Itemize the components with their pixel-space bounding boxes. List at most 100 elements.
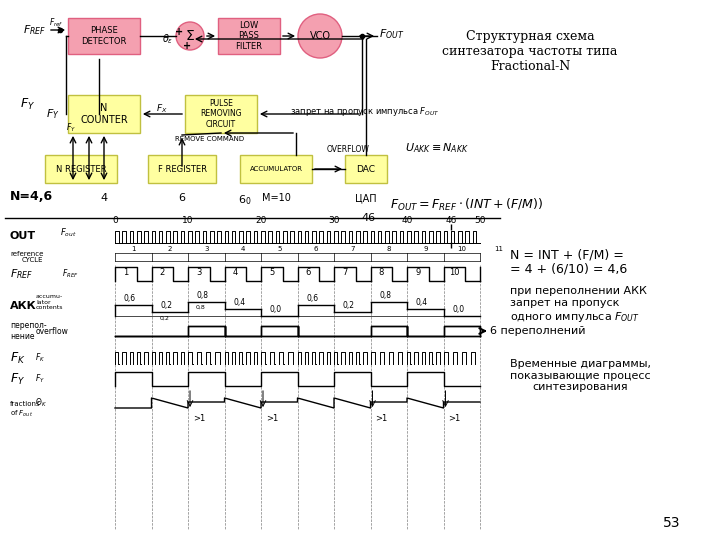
Text: 50: 50	[474, 216, 486, 225]
Text: 7: 7	[350, 246, 354, 252]
Text: перепол-
нение: перепол- нение	[10, 321, 47, 341]
Text: >1: >1	[193, 414, 205, 423]
Text: $F_X$: $F_X$	[156, 103, 168, 115]
Text: ACCUMULATOR: ACCUMULATOR	[250, 166, 302, 172]
Text: 9: 9	[423, 246, 428, 252]
Text: 0,4: 0,4	[415, 298, 428, 307]
Text: $U_{AKK} \equiv N_{AKK}$: $U_{AKK} \equiv N_{AKK}$	[405, 141, 469, 155]
Text: 46: 46	[445, 216, 456, 225]
Text: +: +	[175, 27, 183, 37]
Text: 0: 0	[112, 216, 118, 225]
Text: 0,8: 0,8	[197, 291, 209, 300]
Text: 0,2: 0,2	[160, 301, 172, 310]
Text: 0,2: 0,2	[159, 315, 169, 320]
FancyBboxPatch shape	[218, 18, 280, 54]
Text: 9: 9	[415, 268, 420, 277]
Text: 2: 2	[160, 268, 165, 277]
Text: 10: 10	[457, 246, 467, 252]
Text: $F_{REF}$: $F_{REF}$	[10, 267, 33, 281]
Text: $F_Y$: $F_Y$	[66, 122, 76, 134]
Text: $F_{ref}$: $F_{ref}$	[49, 17, 63, 29]
Text: 11: 11	[494, 246, 503, 252]
Text: OVERFLOW: OVERFLOW	[327, 145, 369, 153]
FancyBboxPatch shape	[68, 18, 140, 54]
Text: 6: 6	[179, 193, 186, 203]
Text: $\theta_\varepsilon$: $\theta_\varepsilon$	[162, 32, 174, 46]
Text: $F_Y$: $F_Y$	[46, 107, 60, 121]
Text: $F_Y$: $F_Y$	[35, 373, 45, 385]
Text: Временные диаграммы,
показывающие процесс
синтезирования: Временные диаграммы, показывающие процес…	[510, 359, 651, 392]
Text: 6 переполнений: 6 переполнений	[490, 326, 585, 336]
Text: $\Theta_K$: $\Theta_K$	[35, 397, 47, 409]
Circle shape	[298, 14, 342, 58]
Text: M=10: M=10	[261, 193, 290, 203]
Text: REMOVE COMMAND: REMOVE COMMAND	[176, 136, 245, 142]
Text: LOW
PASS
FILTER: LOW PASS FILTER	[235, 21, 263, 51]
Text: 5: 5	[277, 246, 282, 252]
Text: $F_{OUT}$: $F_{OUT}$	[379, 27, 405, 41]
Text: N = INT + (F/M) =
= 4 + (6/10) = 4,6: N = INT + (F/M) = = 4 + (6/10) = 4,6	[510, 248, 627, 276]
FancyBboxPatch shape	[240, 155, 312, 183]
Text: PULSE
REMOVING
CIRCUIT: PULSE REMOVING CIRCUIT	[200, 99, 242, 129]
Text: 0,6: 0,6	[124, 294, 135, 303]
Text: 0,0: 0,0	[452, 305, 464, 314]
Text: 8: 8	[379, 268, 384, 277]
Text: 2: 2	[168, 246, 172, 252]
Text: 8: 8	[387, 246, 391, 252]
Text: $F_{out}$: $F_{out}$	[60, 227, 76, 239]
Text: 53: 53	[662, 516, 680, 530]
Text: 0,8: 0,8	[379, 291, 391, 300]
FancyBboxPatch shape	[45, 155, 117, 183]
Text: VCO: VCO	[310, 31, 330, 41]
Text: >1: >1	[375, 414, 387, 423]
Text: N=4,6: N=4,6	[10, 191, 53, 204]
Text: 0,2: 0,2	[343, 301, 355, 310]
Text: 0,8: 0,8	[196, 305, 206, 309]
Text: $F_{REF}$: $F_{REF}$	[23, 23, 46, 37]
FancyBboxPatch shape	[148, 155, 216, 183]
Text: 6: 6	[313, 246, 318, 252]
Text: 0,6: 0,6	[306, 294, 318, 303]
Text: $6_0$: $6_0$	[238, 193, 252, 207]
Text: N
COUNTER: N COUNTER	[80, 103, 128, 125]
Text: запрет на пропуск импульса $F_{OUT}$: запрет на пропуск импульса $F_{OUT}$	[290, 105, 440, 118]
Text: 30: 30	[328, 216, 340, 225]
Text: OUT: OUT	[10, 231, 36, 241]
Text: 4: 4	[240, 246, 245, 252]
Text: N REGISTER: N REGISTER	[55, 165, 107, 173]
Text: accumu-
lator
contents: accumu- lator contents	[36, 294, 63, 310]
Text: 7: 7	[342, 268, 348, 277]
Text: 0,0: 0,0	[269, 305, 282, 314]
Text: 20: 20	[256, 216, 266, 225]
Text: PHASE
DETECTOR: PHASE DETECTOR	[81, 26, 127, 46]
Text: при переполнении АКК
запрет на пропуск
одного импульса $F_{OUT}$: при переполнении АКК запрет на пропуск о…	[510, 286, 647, 323]
Circle shape	[176, 22, 204, 50]
Text: DAC: DAC	[356, 165, 376, 173]
Text: $F_{REF}$: $F_{REF}$	[62, 268, 78, 280]
Text: $F_Y$: $F_Y$	[10, 372, 25, 387]
Text: >1: >1	[449, 414, 461, 423]
Text: АКК: АКК	[10, 301, 37, 311]
Text: 1: 1	[131, 246, 135, 252]
Text: 10: 10	[182, 216, 194, 225]
Text: 0,4: 0,4	[233, 298, 246, 307]
Text: 3: 3	[197, 268, 202, 277]
Text: Структурная схема
синтезатора частоты типа
Fractional-N: Структурная схема синтезатора частоты ти…	[442, 30, 618, 73]
Text: 40: 40	[401, 216, 413, 225]
FancyBboxPatch shape	[345, 155, 387, 183]
FancyBboxPatch shape	[68, 95, 140, 133]
Text: $F_{OUT} = F_{REF} \cdot (INT + (F/M))$: $F_{OUT} = F_{REF} \cdot (INT + (F/M))$	[390, 197, 543, 213]
Text: 6: 6	[306, 268, 311, 277]
Text: 5: 5	[269, 268, 274, 277]
Text: fractions
of $F_{out}$: fractions of $F_{out}$	[10, 401, 40, 419]
Text: $F_K$: $F_K$	[10, 350, 25, 366]
Text: 1: 1	[123, 268, 129, 277]
Text: 10: 10	[449, 268, 459, 277]
Text: overflow: overflow	[36, 327, 69, 335]
Text: 46: 46	[361, 213, 375, 223]
Text: ЦАП: ЦАП	[355, 193, 377, 203]
FancyBboxPatch shape	[185, 95, 257, 133]
Text: 4: 4	[233, 268, 238, 277]
Text: +: +	[183, 41, 191, 51]
Text: 4: 4	[100, 193, 107, 203]
